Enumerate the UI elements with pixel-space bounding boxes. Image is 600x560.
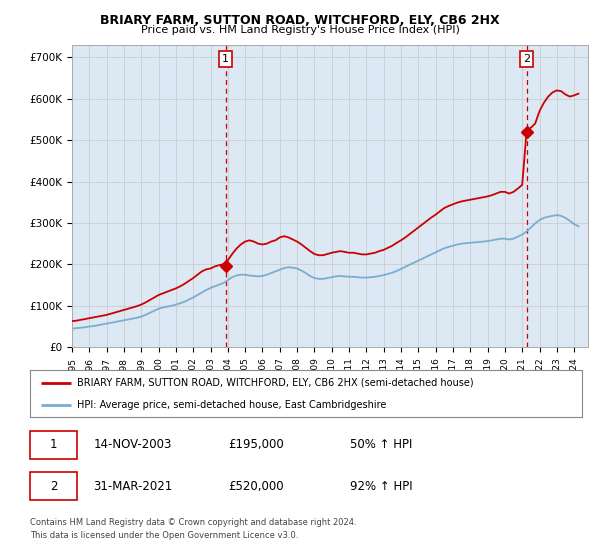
Text: 2: 2 — [523, 54, 530, 64]
Text: 92% ↑ HPI: 92% ↑ HPI — [350, 479, 413, 493]
FancyBboxPatch shape — [30, 472, 77, 500]
Text: £520,000: £520,000 — [229, 479, 284, 493]
Text: 50% ↑ HPI: 50% ↑ HPI — [350, 438, 413, 451]
Text: BRIARY FARM, SUTTON ROAD, WITCHFORD, ELY, CB6 2HX (semi-detached house): BRIARY FARM, SUTTON ROAD, WITCHFORD, ELY… — [77, 378, 473, 388]
Text: 2: 2 — [50, 479, 57, 493]
Text: Contains HM Land Registry data © Crown copyright and database right 2024.: Contains HM Land Registry data © Crown c… — [30, 518, 356, 527]
Text: 1: 1 — [50, 438, 57, 451]
Text: HPI: Average price, semi-detached house, East Cambridgeshire: HPI: Average price, semi-detached house,… — [77, 400, 386, 410]
Text: 1: 1 — [222, 54, 229, 64]
Text: This data is licensed under the Open Government Licence v3.0.: This data is licensed under the Open Gov… — [30, 531, 298, 540]
Text: 31-MAR-2021: 31-MAR-2021 — [94, 479, 173, 493]
Text: BRIARY FARM, SUTTON ROAD, WITCHFORD, ELY, CB6 2HX: BRIARY FARM, SUTTON ROAD, WITCHFORD, ELY… — [100, 14, 500, 27]
Text: £195,000: £195,000 — [229, 438, 284, 451]
Text: Price paid vs. HM Land Registry's House Price Index (HPI): Price paid vs. HM Land Registry's House … — [140, 25, 460, 35]
FancyBboxPatch shape — [30, 431, 77, 459]
Text: 14-NOV-2003: 14-NOV-2003 — [94, 438, 172, 451]
